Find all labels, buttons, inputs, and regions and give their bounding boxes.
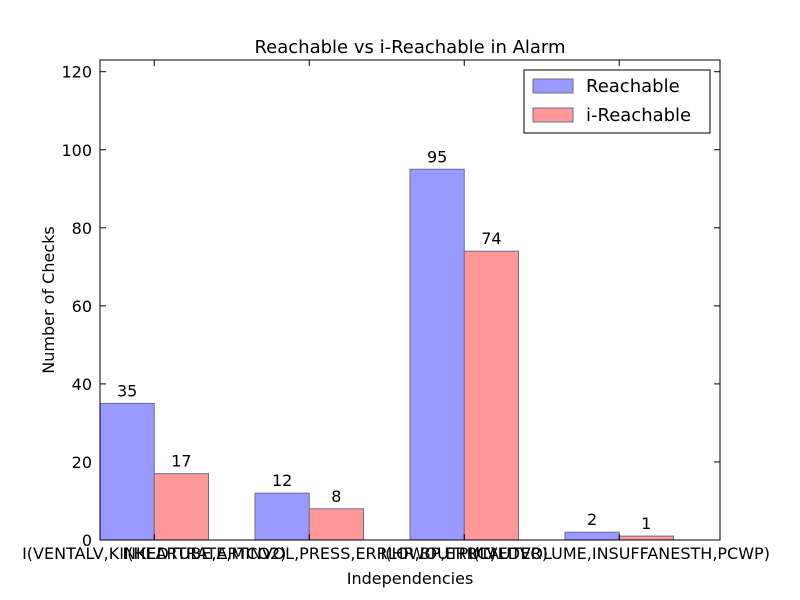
bar-value-label: 35 — [117, 381, 137, 400]
x-tick-label: I(VENTALV,KINKEDTUBE,ARTCO2) — [22, 544, 286, 563]
y-tick-label: 40 — [72, 375, 92, 394]
bar-reachable — [254, 492, 310, 541]
plot-frame — [99, 59, 721, 541]
bar-value-label: 95 — [427, 147, 447, 166]
bar-reachable — [99, 402, 155, 541]
x-axis-label: Independencies — [347, 569, 474, 588]
y-tick-label: 60 — [72, 297, 92, 316]
legend: Reachable i-Reachable — [523, 69, 711, 134]
y-tick-label: 120 — [61, 63, 92, 82]
x-tick-label: I(HR,BP,ERRCAUTER) — [380, 544, 548, 563]
bar-value-label: 74 — [481, 229, 501, 248]
x-tick-label: I(HEARTRATE,MINVOL,PRESS,ERRLOWOUTPUT) — [123, 544, 497, 563]
bar-i-reachable — [153, 473, 209, 541]
legend-label: Reachable — [586, 76, 680, 97]
bar-value-label: 1 — [641, 514, 651, 533]
y-tick-label: 100 — [61, 141, 92, 160]
bar-value-label: 2 — [587, 510, 597, 529]
legend-swatch — [532, 78, 574, 94]
bar-value-label: 12 — [272, 471, 292, 490]
bar-i-reachable — [463, 250, 519, 541]
bar-i-reachable — [618, 535, 674, 541]
bar-i-reachable — [308, 508, 364, 541]
chart-title: Reachable vs i-Reachable in Alarm — [254, 37, 565, 58]
y-tick-label: 0 — [82, 531, 92, 550]
x-tick-label: I(LVEDVOLUME,INSUFFANESTH,PCWP) — [469, 544, 770, 563]
y-tick-label: 20 — [72, 453, 92, 472]
y-tick-label: 80 — [72, 219, 92, 238]
bar-reachable — [409, 168, 465, 541]
bar-value-label: 17 — [171, 452, 191, 471]
y-axis-label: Number of Checks — [39, 226, 58, 373]
legend-label: i-Reachable — [586, 105, 691, 126]
legend-swatch — [532, 107, 574, 123]
bar-value-label: 8 — [331, 487, 341, 506]
bar-reachable — [564, 531, 620, 541]
